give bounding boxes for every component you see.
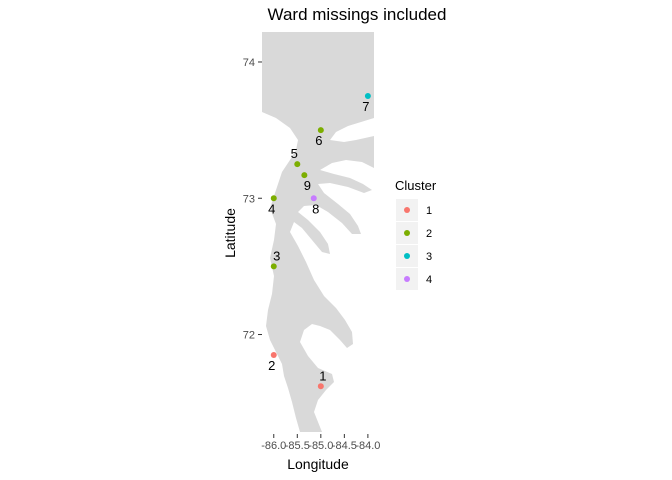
point-label-6: 6 bbox=[315, 133, 322, 148]
y-tick-label: 73 bbox=[243, 193, 255, 205]
data-point-5 bbox=[294, 161, 301, 168]
legend-swatch-1 bbox=[404, 207, 410, 213]
data-point-2 bbox=[270, 351, 277, 358]
data-point-6 bbox=[317, 127, 324, 134]
legend-title: Cluster bbox=[395, 178, 437, 193]
point-labels: 1 2 3 4 5 6 7 89 bbox=[268, 99, 369, 383]
y-axis-title: Latitude bbox=[222, 208, 238, 258]
point-label-9: 9 bbox=[304, 178, 311, 193]
point-label-4: 4 bbox=[268, 201, 275, 216]
y-tick-label: 72 bbox=[243, 330, 255, 342]
legend-label-2: 2 bbox=[426, 228, 432, 240]
legend-swatch-4 bbox=[404, 276, 410, 282]
y-tick-label: 74 bbox=[243, 57, 255, 69]
point-label-5: 5 bbox=[291, 146, 298, 161]
chart-title: Ward missings included bbox=[268, 5, 447, 24]
x-tick-label: -85.5 bbox=[285, 440, 310, 452]
legend: Cluster 1 2 3 4 bbox=[395, 178, 437, 290]
legend-label-3: 3 bbox=[426, 251, 432, 263]
point-label-7: 7 bbox=[362, 99, 369, 114]
legend-swatch-3 bbox=[404, 253, 410, 259]
data-point-4 bbox=[270, 195, 277, 202]
x-tick-label: -86.0 bbox=[261, 440, 286, 452]
point-label-3: 3 bbox=[273, 248, 280, 263]
x-tick-label: -84.0 bbox=[355, 440, 380, 452]
x-axis-title: Longitude bbox=[287, 456, 349, 472]
data-points bbox=[270, 93, 371, 390]
data-point-7 bbox=[364, 93, 371, 100]
x-axis: -86.0-85.5-85.0-84.5-84.0 bbox=[261, 434, 380, 452]
data-point-8 bbox=[310, 195, 317, 202]
legend-label-1: 1 bbox=[426, 205, 432, 217]
data-point-3 bbox=[270, 263, 277, 270]
land-polygon bbox=[262, 32, 374, 432]
legend-label-4: 4 bbox=[426, 274, 432, 286]
data-point-1 bbox=[317, 383, 324, 390]
point-label-8: 8 bbox=[312, 201, 319, 216]
point-label-2: 2 bbox=[268, 358, 275, 373]
x-tick-label: -85.0 bbox=[308, 440, 333, 452]
x-tick-label: -84.5 bbox=[332, 440, 357, 452]
plot-panel bbox=[262, 32, 374, 434]
data-point-9 bbox=[301, 172, 308, 179]
point-label-1: 1 bbox=[319, 368, 326, 383]
y-axis: 72 73 74 bbox=[243, 57, 262, 342]
legend-swatch-2 bbox=[404, 230, 410, 236]
